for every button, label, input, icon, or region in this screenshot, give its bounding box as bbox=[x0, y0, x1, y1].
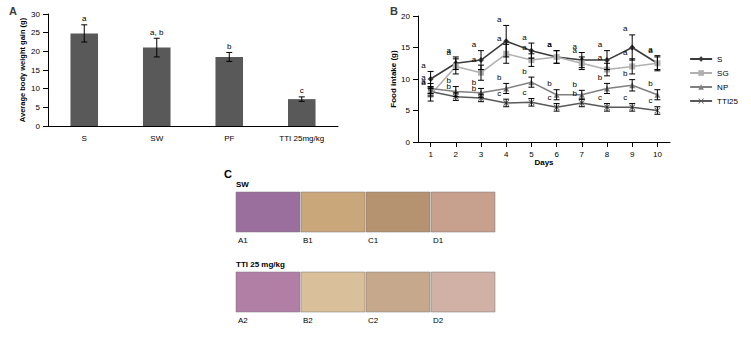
svg-text:20: 20 bbox=[401, 12, 410, 21]
svg-text:b: b bbox=[648, 79, 653, 88]
svg-text:5: 5 bbox=[406, 106, 411, 115]
svg-text:a: a bbox=[497, 34, 502, 43]
svg-text:a: a bbox=[421, 77, 426, 86]
svg-text:SW: SW bbox=[150, 134, 163, 143]
svg-text:S: S bbox=[717, 55, 722, 64]
svg-text:5: 5 bbox=[36, 103, 41, 112]
svg-text:a: a bbox=[547, 40, 552, 49]
svg-text:TTI 25 mg/kg: TTI 25 mg/kg bbox=[236, 260, 285, 269]
svg-text:B: B bbox=[390, 5, 398, 17]
svg-text:Days: Days bbox=[534, 158, 554, 167]
svg-text:1: 1 bbox=[428, 150, 433, 159]
svg-text:c: c bbox=[648, 96, 652, 105]
svg-text:c: c bbox=[497, 89, 501, 98]
svg-text:a: a bbox=[623, 48, 628, 57]
svg-text:b: b bbox=[598, 73, 603, 82]
svg-text:20: 20 bbox=[31, 47, 40, 56]
svg-text:c: c bbox=[548, 93, 552, 102]
svg-text:0: 0 bbox=[406, 138, 411, 147]
svg-text:a: a bbox=[573, 46, 578, 55]
svg-text:Food intake (g): Food intake (g) bbox=[389, 50, 398, 108]
svg-text:S: S bbox=[82, 134, 87, 143]
svg-text:a: a bbox=[547, 40, 552, 49]
svg-text:30: 30 bbox=[31, 10, 40, 19]
svg-text:c: c bbox=[598, 93, 602, 102]
svg-text:10: 10 bbox=[653, 150, 662, 159]
svg-text:c: c bbox=[300, 86, 304, 95]
svg-text:c: c bbox=[623, 93, 627, 102]
svg-text:a, b: a, b bbox=[150, 28, 164, 37]
svg-text:PF: PF bbox=[224, 134, 234, 143]
svg-text:TTI25: TTI25 bbox=[717, 97, 738, 106]
svg-text:a: a bbox=[623, 24, 628, 33]
svg-text:b: b bbox=[227, 42, 232, 51]
svg-text:C: C bbox=[224, 168, 232, 180]
svg-text:SW: SW bbox=[236, 180, 249, 189]
svg-text:b: b bbox=[573, 80, 578, 89]
svg-text:b: b bbox=[573, 89, 578, 98]
svg-text:a: a bbox=[421, 61, 426, 70]
svg-text:TTI 25mg/kg: TTI 25mg/kg bbox=[279, 134, 324, 143]
svg-text:2: 2 bbox=[454, 150, 459, 159]
svg-text:a: a bbox=[522, 43, 527, 52]
svg-text:b: b bbox=[623, 69, 628, 78]
svg-text:b: b bbox=[447, 82, 452, 91]
svg-text:b: b bbox=[522, 67, 527, 76]
svg-text:D1: D1 bbox=[433, 236, 444, 245]
svg-text:c: c bbox=[522, 88, 526, 97]
svg-text:7: 7 bbox=[580, 150, 585, 159]
svg-text:B2: B2 bbox=[303, 316, 313, 325]
svg-text:3: 3 bbox=[479, 150, 484, 159]
svg-text:10: 10 bbox=[401, 75, 410, 84]
svg-text:C2: C2 bbox=[368, 316, 379, 325]
svg-text:B1: B1 bbox=[303, 236, 313, 245]
svg-text:Average body weight gain (g): Average body weight gain (g) bbox=[18, 17, 27, 122]
svg-text:a: a bbox=[598, 40, 603, 49]
svg-text:9: 9 bbox=[630, 150, 635, 159]
svg-text:25: 25 bbox=[31, 28, 40, 37]
svg-text:A1: A1 bbox=[238, 236, 248, 245]
svg-text:a: a bbox=[447, 48, 452, 57]
svg-text:a: a bbox=[598, 53, 603, 62]
svg-text:D2: D2 bbox=[433, 316, 444, 325]
svg-text:15: 15 bbox=[401, 43, 410, 52]
svg-text:b: b bbox=[471, 77, 477, 87]
svg-text:a: a bbox=[472, 55, 477, 64]
svg-text:b: b bbox=[547, 79, 552, 88]
svg-text:a: a bbox=[472, 40, 477, 49]
svg-text:b: b bbox=[472, 84, 477, 93]
svg-text:a: a bbox=[497, 15, 502, 24]
svg-text:C1: C1 bbox=[368, 236, 379, 245]
svg-text:4: 4 bbox=[504, 150, 509, 159]
svg-text:6: 6 bbox=[554, 150, 559, 159]
svg-text:5: 5 bbox=[529, 150, 534, 159]
svg-text:10: 10 bbox=[31, 84, 40, 93]
svg-text:b: b bbox=[497, 73, 502, 82]
svg-text:15: 15 bbox=[31, 66, 40, 75]
svg-text:8: 8 bbox=[605, 150, 610, 159]
svg-text:a: a bbox=[82, 14, 87, 23]
svg-text:a: a bbox=[648, 46, 653, 55]
svg-text:NP: NP bbox=[717, 83, 728, 92]
svg-text:A2: A2 bbox=[238, 316, 248, 325]
svg-text:0: 0 bbox=[36, 122, 41, 131]
svg-text:SG: SG bbox=[717, 69, 729, 78]
svg-text:a: a bbox=[522, 33, 527, 42]
svg-text:A: A bbox=[9, 5, 17, 17]
svg-text:b: b bbox=[446, 76, 451, 86]
